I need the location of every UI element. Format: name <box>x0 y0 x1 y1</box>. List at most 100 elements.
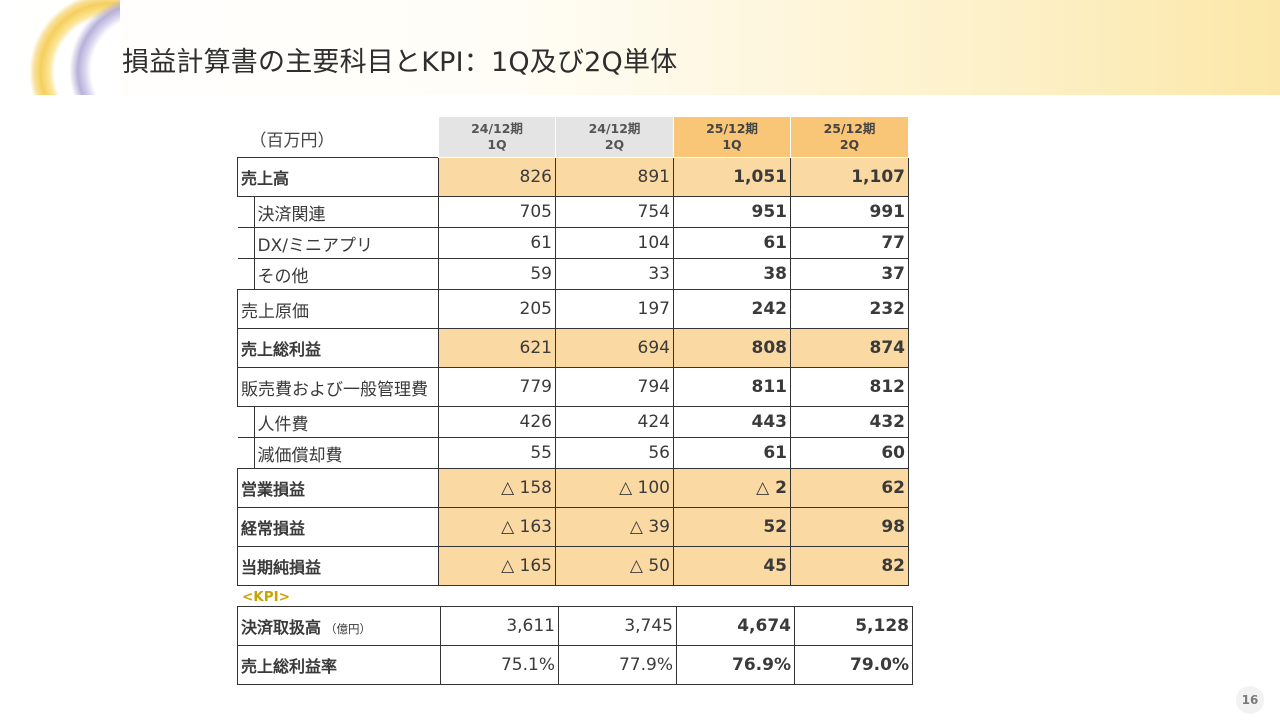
value-cell: 794 <box>555 367 674 407</box>
row-revenue: 売上高 826 891 1,051 1,107 <box>237 157 909 197</box>
row-label: 売上総利益 <box>237 328 439 368</box>
value-cell: 874 <box>790 328 909 368</box>
value-cell: 754 <box>555 196 674 228</box>
row-label: 営業損益 <box>237 468 439 508</box>
unit-label: （百万円） <box>249 131 335 151</box>
income-statement-table: （百万円） 24/12期 1Q 24/12期 2Q 25/12期 1Q 25/12期 2… <box>237 116 909 586</box>
col-quarter: 1Q <box>487 137 507 152</box>
value-cell: 38 <box>673 258 791 290</box>
value-cell: 991 <box>790 196 909 228</box>
col-header-25-1q: 25/12期 1Q <box>673 116 791 158</box>
value-cell: 621 <box>438 328 556 368</box>
row-label-cell: 人件費 <box>237 406 439 438</box>
indent-line <box>253 197 255 227</box>
row-gross-profit: 売上総利益 621 694 808 874 <box>237 328 909 368</box>
indent-line <box>253 438 255 468</box>
value-cell: 426 <box>438 406 556 438</box>
row-label: 当期純損益 <box>237 546 439 586</box>
value-cell: 77 <box>790 227 909 259</box>
col-period: 24/12期 <box>471 121 523 136</box>
kpi-table: 決済取扱高 （億円） 3,611 3,745 4,674 5,128 売上総利益率… <box>237 606 913 685</box>
value-cell: 779 <box>438 367 556 407</box>
value-cell: 432 <box>790 406 909 438</box>
value-cell: △ 100 <box>555 468 674 508</box>
row-label-cell: 減価償却費 <box>237 437 439 469</box>
kpi-heading: <KPI> <box>242 589 291 605</box>
value-cell: 1,051 <box>673 157 791 197</box>
value-cell: 61 <box>673 437 791 469</box>
value-cell: 56 <box>555 437 674 469</box>
page-number: 16 <box>1236 686 1264 714</box>
value-cell: 33 <box>555 258 674 290</box>
value-cell: 75.1% <box>440 645 559 685</box>
row-label-cell: DX/ミニアプリ <box>237 227 439 259</box>
value-cell: △ 165 <box>438 546 556 586</box>
value-cell: 4,674 <box>676 606 795 646</box>
row-label-cell: 決済取扱高 （億円） <box>237 606 441 646</box>
value-cell: △ 163 <box>438 507 556 547</box>
decorative-arcs <box>0 0 120 95</box>
value-cell: 424 <box>555 406 674 438</box>
row-depreciation: 減価償却費 55 56 61 60 <box>237 437 909 469</box>
value-cell: 826 <box>438 157 556 197</box>
row-label: DX/ミニアプリ <box>257 235 373 256</box>
row-unit: （億円） <box>325 622 372 636</box>
row-label: 販売費および一般管理費 <box>237 367 439 407</box>
header-row: （百万円） 24/12期 1Q 24/12期 2Q 25/12期 1Q 25/12期 2… <box>238 116 909 158</box>
value-cell: 694 <box>555 328 674 368</box>
value-cell: 61 <box>673 227 791 259</box>
value-cell: 705 <box>438 196 556 228</box>
row-dx: DX/ミニアプリ 61 104 61 77 <box>237 227 909 259</box>
row-label: 減価償却費 <box>257 445 343 466</box>
col-header-25-2q: 25/12期 2Q <box>790 116 909 158</box>
value-cell: 104 <box>555 227 674 259</box>
value-cell: 242 <box>673 289 791 329</box>
value-cell: 1,107 <box>790 157 909 197</box>
col-header-24-1q: 24/12期 1Q <box>438 116 556 158</box>
col-period: 25/12期 <box>823 121 876 136</box>
value-cell: 60 <box>790 437 909 469</box>
row-label: その他 <box>257 266 309 287</box>
header-band <box>0 0 1280 95</box>
row-label: 売上総利益率 <box>237 645 441 685</box>
row-transaction-volume: 決済取扱高 （億円） 3,611 3,745 4,674 5,128 <box>237 606 913 646</box>
col-period: 25/12期 <box>706 121 758 136</box>
row-label: 売上原価 <box>237 289 439 329</box>
indent-line <box>253 228 255 258</box>
value-cell: 62 <box>790 468 909 508</box>
value-cell: 76.9% <box>676 645 795 685</box>
value-cell: 45 <box>673 546 791 586</box>
value-cell: 951 <box>673 196 791 228</box>
value-cell: 232 <box>790 289 909 329</box>
row-label-cell: 決済関連 <box>237 196 439 228</box>
value-cell: 812 <box>790 367 909 407</box>
slide-title: 損益計算書の主要科目とKPI：1Q及び2Q単体 <box>122 47 678 78</box>
row-net-income: 当期純損益 △ 165 △ 50 45 82 <box>237 546 909 586</box>
value-cell: 59 <box>438 258 556 290</box>
row-operating-income: 営業損益 △ 158 △ 100 △ 2 62 <box>237 468 909 508</box>
value-cell: 55 <box>438 437 556 469</box>
row-personnel: 人件費 426 424 443 432 <box>237 406 909 438</box>
indent-line <box>253 259 255 289</box>
value-cell: 61 <box>438 227 556 259</box>
value-cell: 52 <box>673 507 791 547</box>
col-quarter: 2Q <box>839 137 860 152</box>
value-cell: 197 <box>555 289 674 329</box>
row-payment: 決済関連 705 754 951 991 <box>237 196 909 228</box>
row-label: 経常損益 <box>237 507 439 547</box>
row-gross-margin: 売上総利益率 75.1% 77.9% 76.9% 79.0% <box>237 645 913 685</box>
value-cell: 891 <box>555 157 674 197</box>
value-cell: △ 39 <box>555 507 674 547</box>
value-cell: △ 50 <box>555 546 674 586</box>
value-cell: 3,745 <box>558 606 677 646</box>
row-label: 人件費 <box>257 414 309 435</box>
col-period: 24/12期 <box>588 121 641 136</box>
value-cell: △ 2 <box>673 468 791 508</box>
value-cell: 82 <box>790 546 909 586</box>
value-cell: 5,128 <box>794 606 913 646</box>
row-ordinary-income: 経常損益 △ 163 △ 39 52 98 <box>237 507 909 547</box>
row-cogs: 売上原価 205 197 242 232 <box>237 289 909 329</box>
row-label-cell: その他 <box>237 258 439 290</box>
value-cell: 77.9% <box>558 645 677 685</box>
col-header-24-2q: 24/12期 2Q <box>555 116 674 158</box>
